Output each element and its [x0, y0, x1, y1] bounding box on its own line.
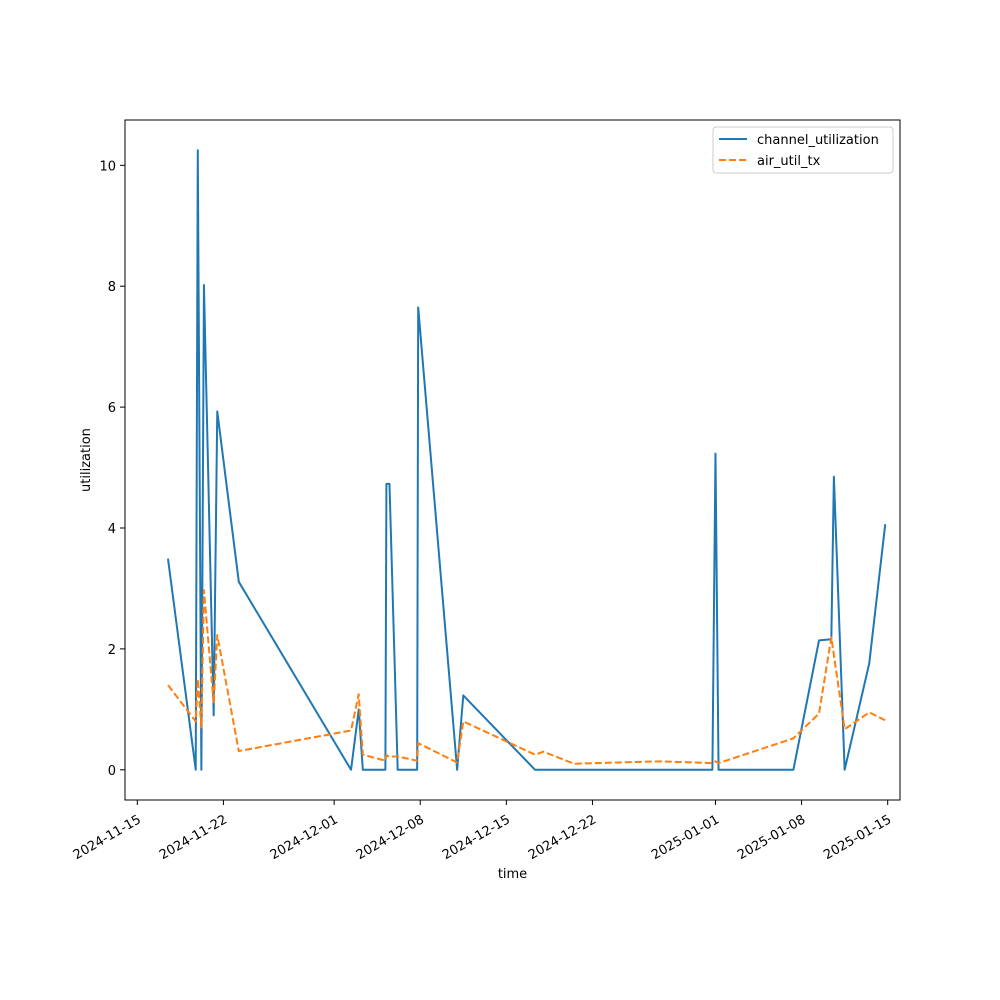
y-tick-label: 4 — [108, 522, 116, 537]
plot-background — [125, 120, 900, 800]
y-axis: 0 2 4 6 8 10 — [99, 159, 125, 779]
y-tick-label: 8 — [108, 280, 116, 295]
x-axis-label: time — [498, 867, 527, 882]
y-axis-label: utilization — [79, 428, 94, 492]
series-layer — [167, 149, 887, 771]
series-line-air-util-tx — [167, 589, 886, 765]
series-line-channel-utilization — [167, 149, 887, 771]
y-tick-label: 0 — [108, 764, 116, 779]
legend-label-air-util-tx: air_util_tx — [757, 154, 821, 169]
plot-frame — [124, 119, 901, 801]
y-tick-label: 2 — [108, 643, 116, 658]
plot-area — [125, 120, 900, 800]
legend-box — [712, 126, 894, 174]
legend: channel_utilization air_util_tx — [712, 126, 894, 174]
legend-label-channel-utilization: channel_utilization — [757, 133, 879, 148]
y-tick-label: 10 — [99, 159, 116, 174]
y-tick-label: 6 — [108, 401, 116, 416]
